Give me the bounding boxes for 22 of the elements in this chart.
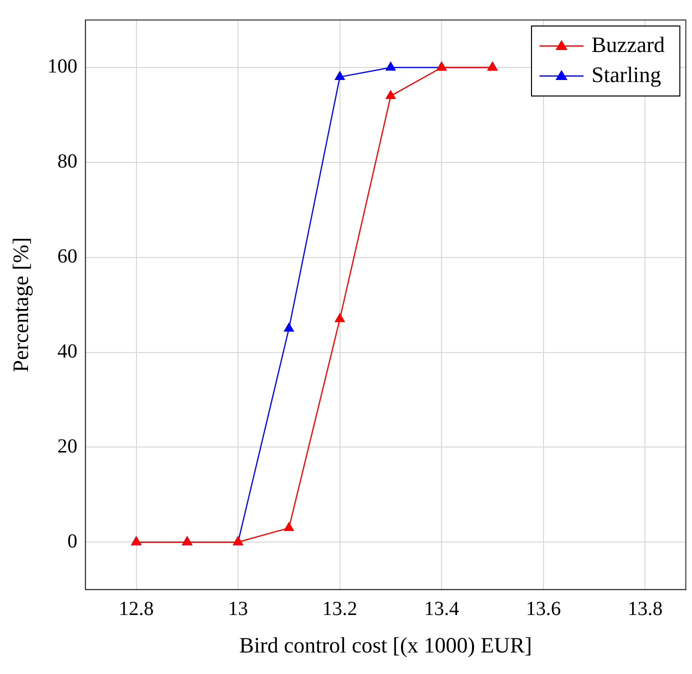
x-tick-label: 13.8 bbox=[628, 598, 663, 620]
y-axis-title: Percentage [%] bbox=[8, 237, 33, 372]
x-axis-title: Bird control cost [(x 1000) EUR] bbox=[239, 632, 532, 658]
point bbox=[284, 322, 294, 332]
x-tick-label: 13.4 bbox=[424, 598, 460, 620]
point bbox=[334, 71, 345, 80]
y-tick-label: 20 bbox=[57, 435, 78, 458]
point bbox=[386, 62, 396, 71]
y-tick-label: 0 bbox=[67, 530, 78, 552]
point bbox=[334, 313, 345, 322]
y-tick-label: 40 bbox=[57, 340, 78, 363]
x-tick-label: 13.6 bbox=[526, 598, 561, 620]
point bbox=[284, 522, 294, 531]
x-tick-label: 13.2 bbox=[322, 598, 358, 620]
x-tick-label: 12.8 bbox=[118, 598, 154, 620]
legend-label: Buzzard bbox=[592, 32, 665, 57]
x-tick-label: 13 bbox=[228, 598, 248, 620]
y-tick-label: 80 bbox=[57, 150, 78, 173]
point bbox=[386, 90, 396, 100]
y-tick-label: 60 bbox=[57, 246, 78, 268]
y-tick-label: 100 bbox=[47, 56, 78, 78]
legend-label: Starling bbox=[592, 62, 662, 87]
